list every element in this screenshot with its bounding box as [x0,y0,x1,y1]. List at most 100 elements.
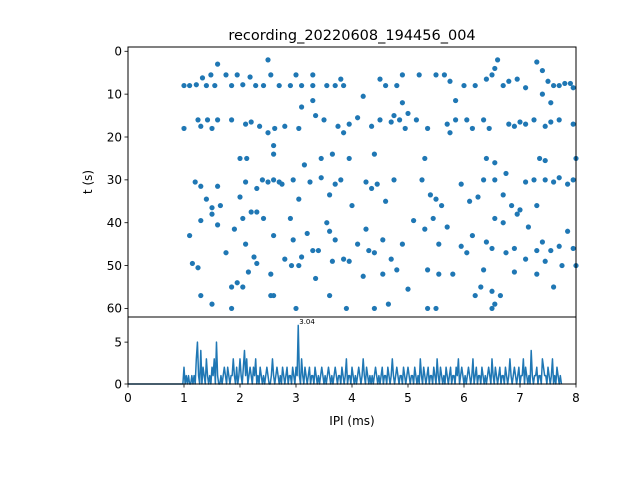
raster-point [187,232,193,239]
raster-point [209,301,215,307]
raster-point [503,250,509,256]
raster-point [341,256,347,262]
raster-point [215,183,221,189]
raster-point [492,301,498,307]
raster-point [229,82,235,89]
raster-point [534,271,540,277]
raster-point [247,74,253,80]
raster-point [405,286,411,292]
raster-point [514,211,520,217]
raster-point [204,117,211,123]
raster-point [293,72,299,78]
histogram-x-ticks: 0 1 2 3 4 5 6 7 8 [124,384,580,405]
raster-point [254,209,260,215]
raster-point [248,119,254,125]
raster-point [296,196,302,202]
raster-point [388,256,394,262]
raster-point [271,292,277,299]
raster-point [556,243,562,249]
raster-point [469,125,475,132]
raster-point [559,262,565,269]
raster-point [542,258,548,264]
raster-point [464,117,470,123]
raster-y-tick-label: 40 [107,216,122,230]
raster-point [341,82,347,89]
raster-point [217,202,223,209]
raster-point [405,110,411,117]
raster-point [223,72,229,78]
histogram-x-tick-label: 3 [292,391,300,405]
histogram-plot-frame [127,316,577,385]
raster-point [453,117,459,123]
raster-point [254,260,260,267]
raster-point [288,262,295,269]
raster-point [296,262,302,269]
raster-point [260,215,267,222]
raster-y-tick-label: 60 [107,302,122,316]
raster-point [245,269,251,275]
raster-point [338,76,344,82]
raster-point [492,177,498,183]
raster-point [290,237,296,243]
raster-point [380,271,386,277]
raster-point [360,93,366,99]
raster-point [324,220,330,226]
raster-point [385,301,391,307]
raster-point [481,177,487,183]
raster-point [542,177,548,183]
raster-point [469,232,475,239]
raster-point [237,155,243,162]
raster-point [310,72,316,78]
raster-point [332,237,338,243]
raster-point [363,226,369,232]
raster-point [483,76,489,82]
raster-point [195,265,201,271]
raster-point [293,305,299,312]
raster-point [422,226,428,232]
raster-point [324,82,330,89]
raster-point [391,112,397,119]
raster-y-tick-label: 30 [107,173,122,187]
raster-point [377,117,383,123]
raster-point [355,241,361,247]
raster-point [215,117,221,123]
raster-point [399,100,405,106]
raster-point [313,112,319,119]
raster-point [265,130,271,136]
raster-point [481,267,487,273]
raster-point [253,82,259,89]
raster-point [271,177,277,183]
raster-point [282,256,288,262]
raster-point [327,228,333,234]
raster-y-tick-label: 10 [107,87,122,101]
raster-point [371,305,377,312]
raster-point [265,57,271,63]
raster-point [371,250,377,256]
raster-point [506,78,512,84]
raster-point [349,202,355,209]
raster-y-tick-label: 50 [107,259,122,273]
raster-point [489,305,495,312]
raster-point [329,151,335,157]
raster-point [299,104,305,110]
raster-point [203,82,209,89]
raster-point [248,209,254,215]
raster-point [503,170,509,177]
raster-point [369,185,375,192]
raster-point [399,72,405,78]
raster-point [514,76,520,82]
raster-point [229,305,235,312]
raster-point [215,61,221,67]
raster-point [534,202,540,209]
raster-point [195,117,201,123]
raster-point [500,192,506,198]
raster-point [259,177,265,183]
raster-point [355,115,361,121]
raster-point [299,82,305,89]
histogram-y-ticks: 05 [114,335,128,391]
raster-point [229,284,235,290]
raster-point [542,157,548,164]
raster-point [279,181,285,187]
histogram-x-tick-label: 0 [124,391,132,405]
